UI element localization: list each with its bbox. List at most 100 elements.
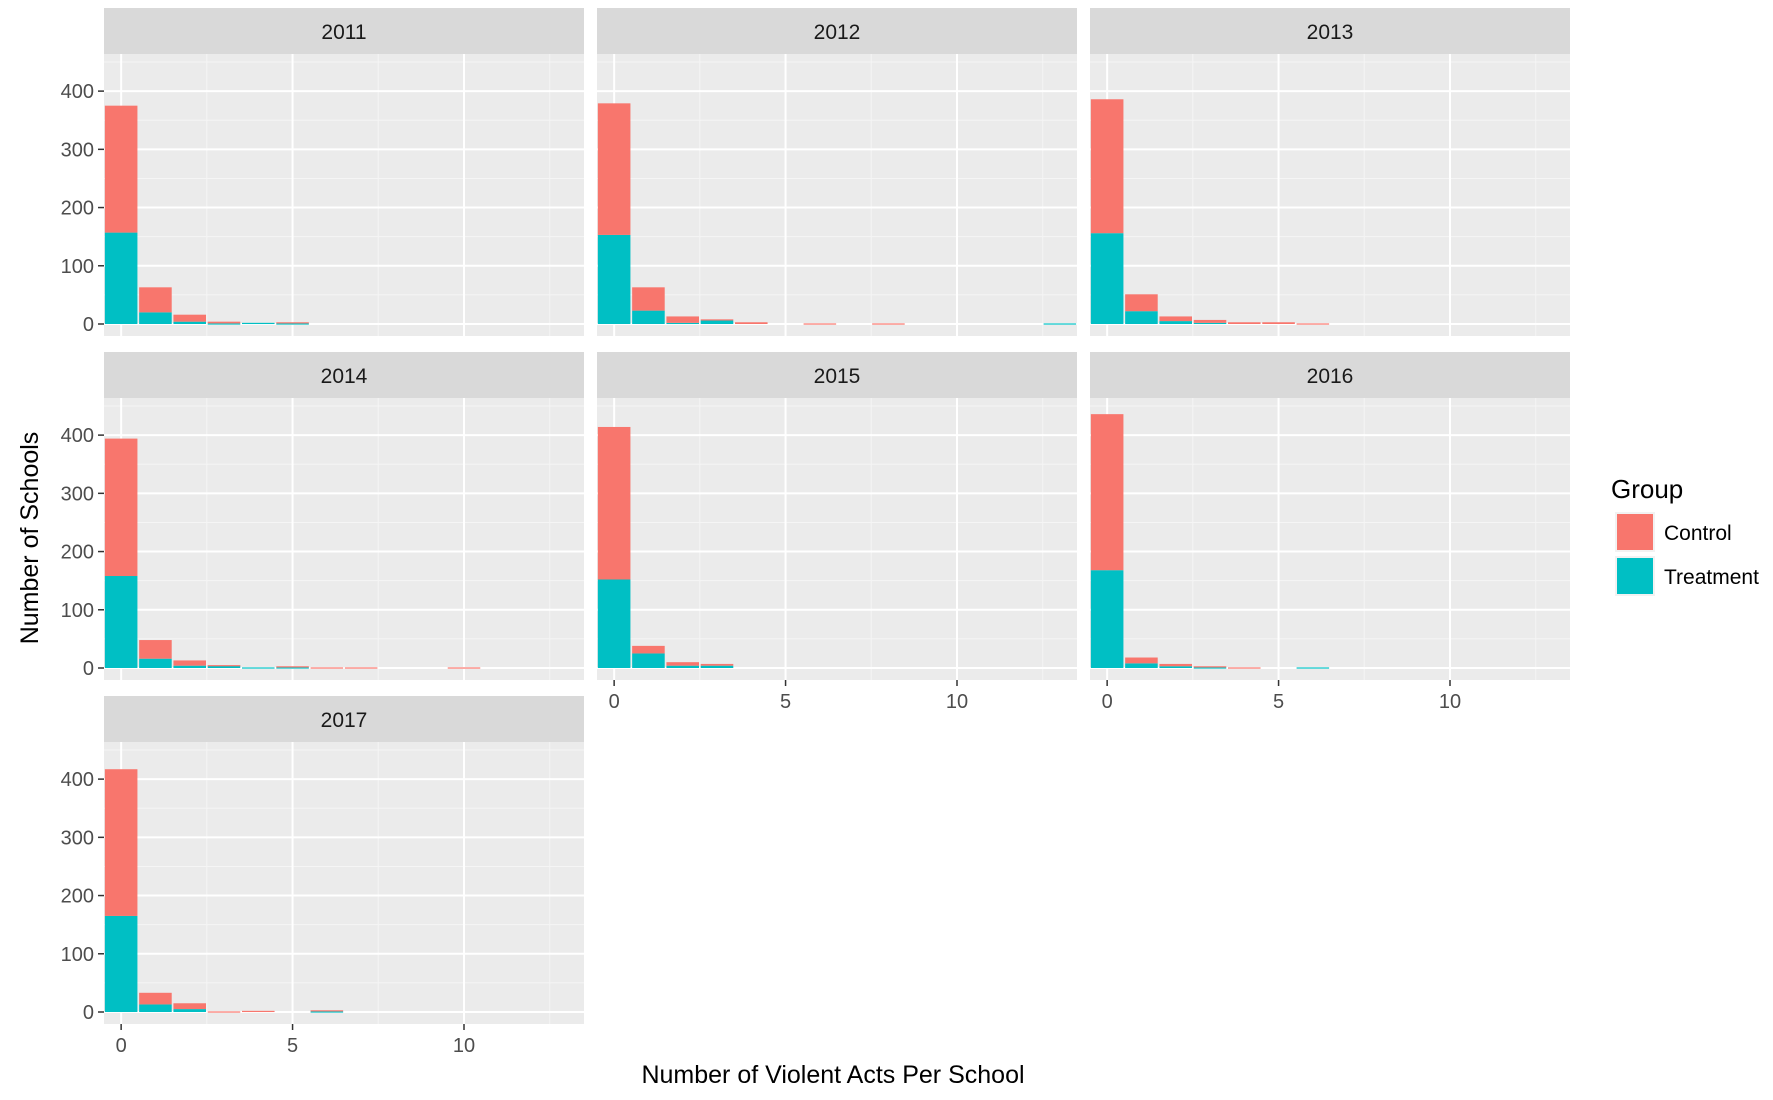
bar-treatment-2 [173, 665, 206, 668]
bar-treatment-2 [1159, 666, 1192, 668]
bar-treatment-13 [1043, 323, 1077, 325]
bar-treatment-1 [632, 310, 665, 324]
bar-control-4 [242, 1010, 275, 1013]
bar-control-1 [1125, 294, 1158, 312]
y-tick-label: 300 [61, 139, 94, 161]
y-tick-label: 200 [61, 542, 94, 564]
bar-control-3 [207, 665, 241, 667]
y-tick-label: 400 [61, 425, 94, 447]
bar-treatment-5 [276, 323, 309, 325]
bar-control-3 [207, 1011, 241, 1013]
legend-swatch-treatment [1617, 558, 1653, 594]
facet-strip [1090, 8, 1570, 54]
facet-strip [104, 8, 584, 54]
bar-treatment-3 [1193, 322, 1227, 325]
bar-control-1 [1125, 657, 1158, 664]
bar-treatment-2 [1159, 321, 1192, 324]
x-axis-title: Number of Violent Acts Per School [641, 1061, 1024, 1089]
facet-panel-2012: 2012 [597, 8, 1077, 336]
bar-control-2 [1159, 663, 1192, 667]
bar-control-0 [1090, 99, 1124, 234]
bar-control-0 [104, 105, 138, 233]
facet-strip [1090, 352, 1570, 398]
bar-control-2 [173, 1003, 206, 1010]
bar-treatment-5 [276, 667, 309, 669]
y-tick-label: 0 [83, 314, 94, 336]
bar-control-1 [139, 640, 172, 659]
y-tick-label: 0 [83, 658, 94, 680]
bar-control-0 [1090, 414, 1124, 571]
legend-label-control: Control [1664, 522, 1732, 545]
bar-control-3 [1193, 666, 1227, 668]
bar-control-2 [173, 660, 206, 666]
y-tick-label: 100 [61, 600, 94, 622]
bar-control-1 [139, 287, 172, 313]
bar-control-3 [700, 663, 734, 666]
bar-control-4 [735, 322, 768, 324]
facet-panel-2015: 2015 0 5 10 [597, 352, 1077, 713]
bar-control-6 [1296, 323, 1330, 325]
bar-control-0 [104, 438, 138, 577]
facet-title: 2016 [1307, 365, 1354, 388]
x-tick-label: 0 [116, 1035, 127, 1057]
bar-treatment-1 [139, 1004, 172, 1012]
facet-title: 2013 [1307, 21, 1354, 44]
y-tick-label: 200 [61, 198, 94, 220]
legend-label-treatment: Treatment [1664, 566, 1759, 589]
bar-control-6 [310, 1010, 344, 1012]
bar-control-2 [173, 314, 206, 322]
bar-control-2 [666, 662, 699, 666]
bar-control-1 [632, 287, 665, 311]
facet-panel-2017: 2017 0 100 200 300 400 0 5 10 [61, 696, 584, 1057]
y-tick-label: 400 [61, 769, 94, 791]
x-tick-label: 0 [609, 691, 620, 713]
y-tick-label: 300 [61, 483, 94, 505]
bar-treatment-0 [597, 234, 631, 324]
bar-treatment-4 [242, 667, 275, 669]
bar-control-1 [139, 992, 172, 1005]
bar-control-6 [310, 667, 344, 669]
facet-title: 2014 [321, 365, 368, 388]
bar-treatment-1 [139, 312, 172, 324]
y-tick-label: 300 [61, 827, 94, 849]
bar-control-4 [1228, 322, 1261, 324]
plot-background [104, 54, 584, 336]
bar-treatment-0 [597, 579, 631, 668]
x-tick-label: 10 [1439, 691, 1461, 713]
bar-control-6 [803, 323, 837, 325]
bar-treatment-6 [1296, 667, 1330, 669]
bar-control-5 [276, 322, 309, 324]
bar-control-2 [666, 316, 699, 323]
x-tick-label: 5 [1273, 691, 1284, 713]
x-tick-label: 5 [287, 1035, 298, 1057]
bar-treatment-2 [173, 1009, 206, 1012]
bar-treatment-3 [207, 665, 241, 668]
bar-control-10 [447, 667, 481, 669]
bar-treatment-2 [666, 322, 699, 325]
facet-title: 2011 [321, 21, 366, 44]
bar-control-7 [344, 667, 378, 669]
facet-strip [104, 352, 584, 398]
x-tick-label: 10 [946, 691, 968, 713]
bar-control-3 [1193, 319, 1227, 323]
bar-control-8 [872, 323, 905, 325]
bar-control-0 [597, 103, 631, 235]
legend-title: Group [1611, 474, 1683, 504]
bar-control-1 [632, 645, 665, 654]
y-tick-label: 400 [61, 81, 94, 103]
bar-treatment-0 [104, 232, 138, 324]
x-tick-label: 0 [1102, 691, 1113, 713]
bar-treatment-4 [242, 322, 275, 325]
bar-treatment-1 [1125, 311, 1158, 324]
y-tick-label: 100 [61, 944, 94, 966]
bar-control-4 [1228, 667, 1261, 669]
plot-background [1090, 398, 1570, 680]
facet-title: 2012 [814, 21, 861, 44]
facet-title: 2015 [814, 365, 861, 388]
plot-background [1090, 54, 1570, 336]
y-axis-title: Number of Schools [16, 432, 44, 645]
bar-treatment-3 [700, 665, 734, 668]
